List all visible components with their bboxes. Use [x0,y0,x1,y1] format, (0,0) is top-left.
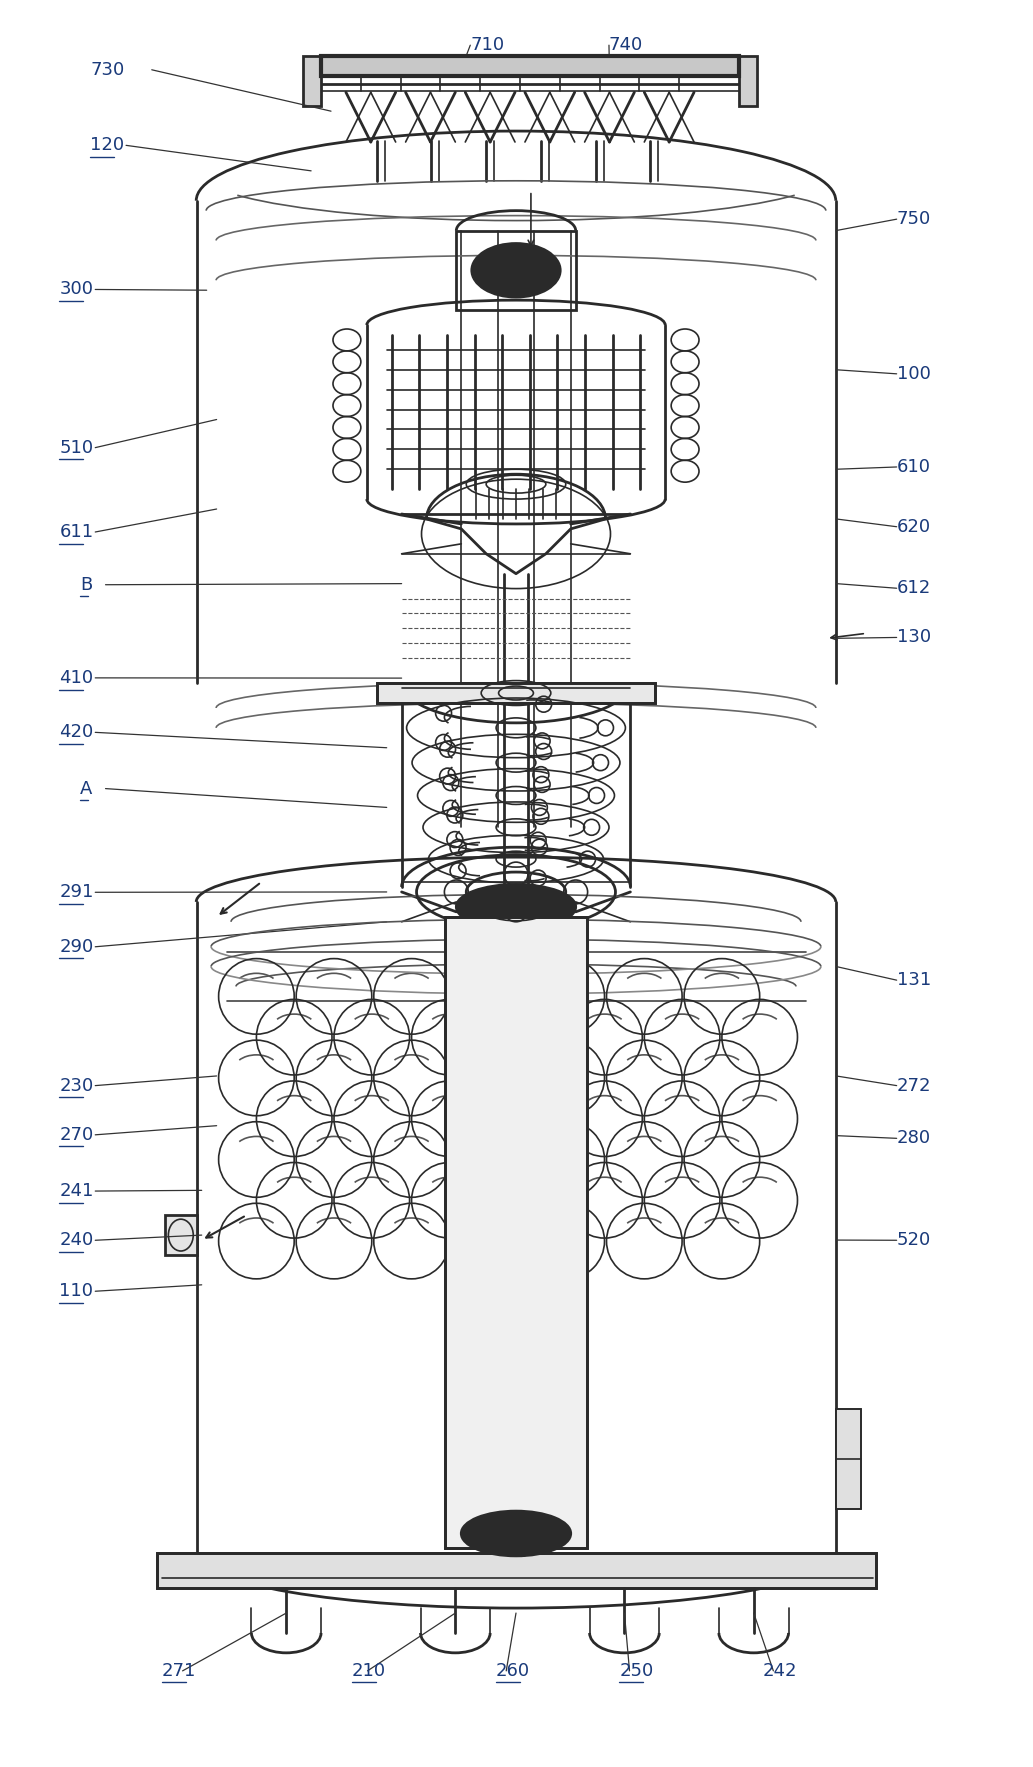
Text: 260: 260 [496,1661,530,1680]
Bar [377,684,655,703]
Text: 250: 250 [619,1661,654,1680]
Bar [377,684,655,703]
Bar [165,1216,196,1255]
Text: 300: 300 [59,281,93,299]
Ellipse shape [462,1511,570,1557]
Text: 270: 270 [59,1126,94,1143]
Bar [739,57,757,106]
Text: A: A [80,779,92,797]
Text: 291: 291 [59,884,94,901]
Text: 100: 100 [897,364,931,383]
Text: 612: 612 [897,580,931,597]
Text: 242: 242 [763,1661,797,1680]
Bar [837,1408,862,1509]
Text: 130: 130 [897,629,931,647]
Text: 620: 620 [897,518,931,535]
Bar [157,1553,876,1589]
Text: 611: 611 [59,523,93,541]
Text: 230: 230 [59,1076,94,1094]
Text: 610: 610 [897,458,931,475]
Ellipse shape [457,885,575,929]
Text: 510: 510 [59,438,93,456]
Text: 520: 520 [897,1232,931,1249]
Ellipse shape [471,244,561,297]
Text: 710: 710 [470,35,504,55]
Text: 131: 131 [897,972,931,990]
Bar [321,57,739,76]
Text: 210: 210 [352,1661,386,1680]
Bar [837,1408,862,1509]
Text: 410: 410 [59,670,93,687]
Text: 120: 120 [90,136,124,154]
Text: 290: 290 [59,938,94,956]
Text: 740: 740 [609,35,644,55]
Text: 280: 280 [897,1129,931,1147]
Text: 271: 271 [162,1661,196,1680]
Text: 240: 240 [59,1232,94,1249]
Text: 241: 241 [59,1182,94,1200]
Bar [321,57,739,76]
Bar [157,1553,876,1589]
Bar [445,917,587,1548]
Text: 272: 272 [897,1076,931,1094]
Bar [303,57,321,106]
Text: 750: 750 [897,210,931,228]
Text: B: B [80,576,92,594]
Bar [457,230,575,309]
Text: 110: 110 [59,1283,93,1301]
Text: 730: 730 [90,60,124,80]
Text: 420: 420 [59,723,94,742]
Bar [445,917,587,1548]
